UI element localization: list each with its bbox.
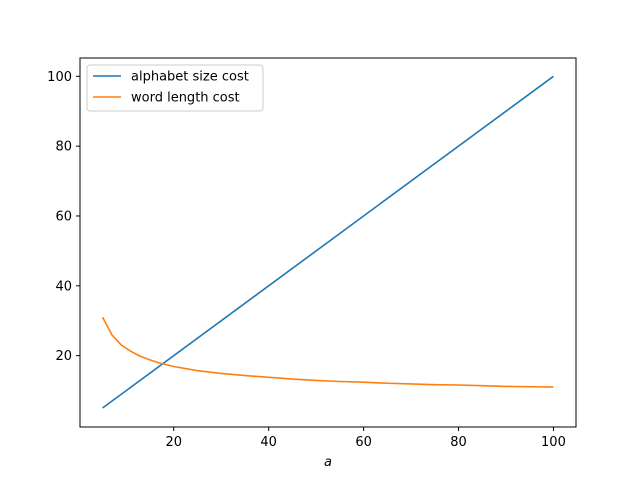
axis-ticks: 20 40 60 80 100 20 40 60 80 100: [47, 70, 566, 450]
y-tick-label: 20: [55, 349, 72, 364]
y-tick-label: 100: [47, 70, 72, 85]
axes-frame: [79, 57, 577, 428]
x-tick-label: 80: [450, 435, 467, 450]
x-tick-label: 60: [355, 435, 372, 450]
y-tick-label: 60: [55, 209, 72, 224]
y-tick-label: 40: [55, 279, 72, 294]
y-tick-label: 80: [55, 140, 72, 155]
legend: alphabet size cost word length cost: [86, 64, 264, 112]
legend-label-word-length-cost: word length cost: [131, 91, 240, 106]
series-line-alphabet-size-cost: [102, 75, 554, 409]
series-lines: [101, 75, 554, 409]
x-tick-label: 100: [541, 435, 566, 450]
x-axis-label: a: [324, 455, 332, 470]
x-tick-label: 40: [260, 435, 277, 450]
series-line-word-length-cost: [101, 316, 554, 388]
legend-box: [86, 64, 264, 112]
x-tick-label: 20: [165, 435, 182, 450]
legend-label-alphabet-size-cost: alphabet size cost: [131, 70, 249, 85]
